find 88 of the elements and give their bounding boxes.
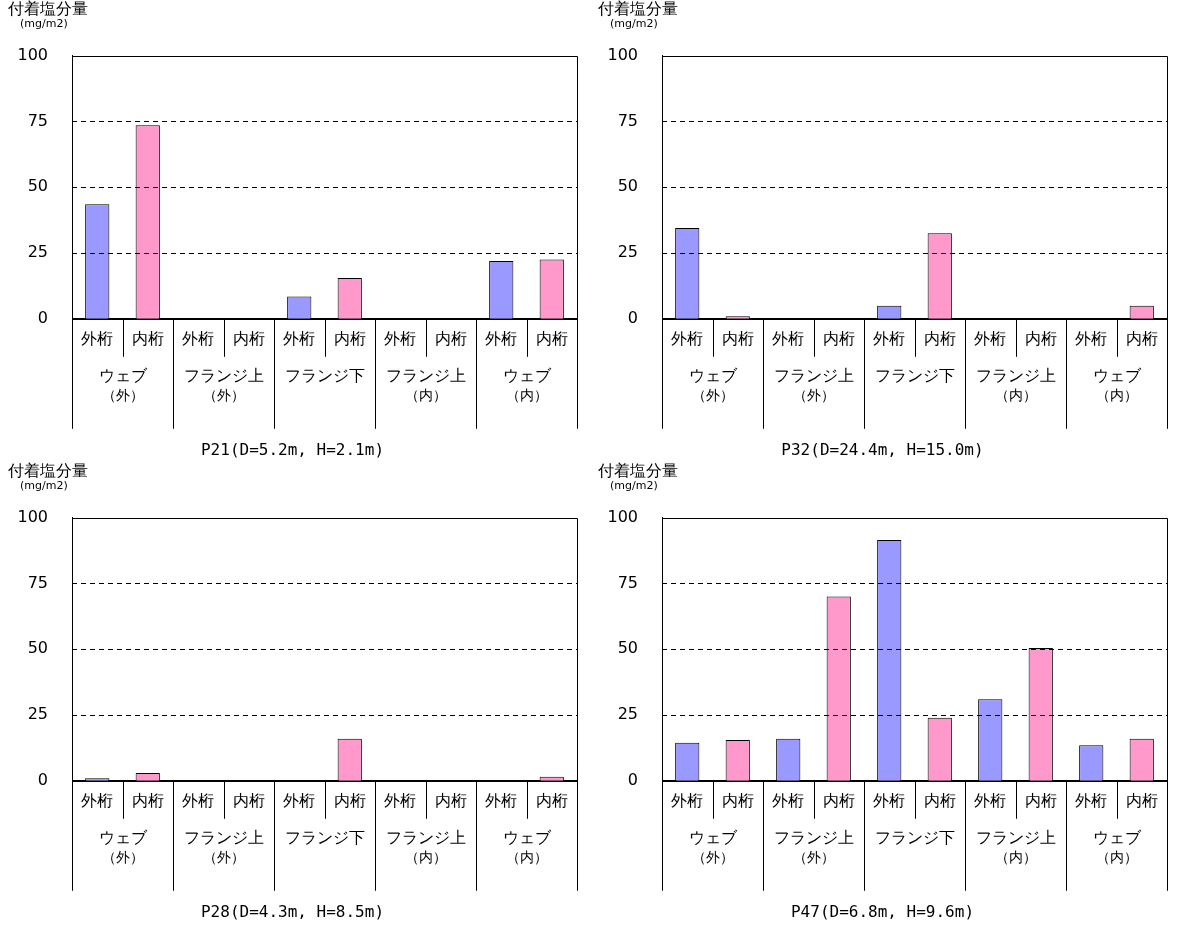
x-tick-label: 内桁 bbox=[721, 328, 754, 348]
y-tick-label: 75 bbox=[617, 110, 638, 130]
x-tick-label: 外桁 bbox=[81, 790, 114, 810]
text: フランジ下 bbox=[874, 365, 955, 385]
y-tick-label: 25 bbox=[27, 242, 48, 262]
x-tick-label: 外桁 bbox=[384, 328, 417, 348]
y-axis-title: 付着塩分量(mg/m2) bbox=[598, 0, 678, 30]
x-tick-label: 外桁 bbox=[671, 328, 704, 348]
x-tick-label: 内桁 bbox=[131, 790, 164, 810]
y-axis-title: 付着塩分量(mg/m2) bbox=[8, 461, 88, 492]
x-tick-label: 外桁 bbox=[772, 790, 805, 810]
text: ウェブ（内） bbox=[1092, 827, 1142, 866]
text: フランジ上（外） bbox=[183, 827, 264, 866]
y-tick-label: 75 bbox=[27, 572, 48, 592]
y-axis-title: 付着塩分量(mg/m2) bbox=[598, 461, 678, 492]
x-tick-label: 内桁 bbox=[923, 790, 956, 810]
text: ウェブ（内） bbox=[502, 827, 552, 866]
x-tick-label: 内桁 bbox=[333, 790, 366, 810]
text: フランジ下 bbox=[284, 365, 365, 385]
text: ウェブ（内） bbox=[1092, 365, 1142, 404]
x-tick-label: 外桁 bbox=[974, 328, 1007, 348]
x-tick-label: 内桁 bbox=[232, 790, 265, 810]
x-tick-label: 外桁 bbox=[671, 790, 704, 810]
x-tick-label: 内桁 bbox=[1125, 328, 1158, 348]
text: P32(D=24.4m, H=15.0m) bbox=[780, 440, 985, 459]
text: フランジ上（外） bbox=[773, 365, 854, 404]
text: フランジ上（内） bbox=[975, 827, 1056, 866]
x-tick-label: 内桁 bbox=[535, 790, 568, 810]
text: フランジ下 bbox=[284, 827, 365, 847]
x-tick-label: 内桁 bbox=[1024, 790, 1057, 810]
y-tick-label: 25 bbox=[617, 704, 638, 724]
y-tick-label: 50 bbox=[617, 638, 638, 658]
y-tick-label: 25 bbox=[27, 704, 48, 724]
x-tick-label: 内桁 bbox=[923, 328, 956, 348]
x-tick-label: 内桁 bbox=[232, 328, 265, 348]
y-tick-label: 75 bbox=[27, 110, 48, 130]
x-tick-label: 外桁 bbox=[283, 328, 316, 348]
y-tick-label: 0 bbox=[37, 307, 48, 327]
x-tick-label: 内桁 bbox=[822, 790, 855, 810]
y-tick-label: 0 bbox=[37, 769, 48, 789]
x-tick-label: 外桁 bbox=[1075, 790, 1108, 810]
text: P28(D=4.3m, H=8.5m) bbox=[200, 902, 385, 921]
x-tick-label: 内桁 bbox=[535, 328, 568, 348]
x-tick-label: 外桁 bbox=[485, 328, 518, 348]
x-tick-label: 外桁 bbox=[873, 328, 906, 348]
x-tick-label: 外桁 bbox=[974, 790, 1007, 810]
y-tick-label: 50 bbox=[27, 176, 48, 196]
x-tick-label: 外桁 bbox=[182, 328, 215, 348]
text: ウェブ（内） bbox=[502, 365, 552, 404]
text: ウェブ（外） bbox=[98, 827, 148, 866]
text: フランジ下 bbox=[874, 827, 955, 847]
x-tick-label: 内桁 bbox=[721, 790, 754, 810]
x-tick-label: 内桁 bbox=[1125, 790, 1158, 810]
y-tick-label: 100 bbox=[607, 44, 638, 64]
x-tick-label: 外桁 bbox=[283, 790, 316, 810]
y-tick-label: 25 bbox=[617, 242, 638, 262]
y-tick-label: 100 bbox=[607, 506, 638, 526]
x-tick-label: 外桁 bbox=[1075, 328, 1108, 348]
y-tick-label: 0 bbox=[627, 769, 638, 789]
x-tick-label: 内桁 bbox=[1024, 328, 1057, 348]
x-tick-label: 外桁 bbox=[81, 328, 114, 348]
x-tick-label: 内桁 bbox=[434, 328, 467, 348]
text: ウェブ（外） bbox=[688, 827, 738, 866]
y-tick-label: 100 bbox=[17, 506, 48, 526]
text: ウェブ（外） bbox=[98, 365, 148, 404]
x-tick-label: 外桁 bbox=[772, 328, 805, 348]
x-tick-label: 内桁 bbox=[131, 328, 164, 348]
text: P21(D=5.2m, H=2.1m) bbox=[200, 440, 385, 459]
x-tick-label: 内桁 bbox=[822, 328, 855, 348]
y-tick-label: 100 bbox=[17, 44, 48, 64]
text: フランジ上（内） bbox=[385, 365, 466, 404]
y-tick-label: 50 bbox=[617, 176, 638, 196]
text: フランジ上（内） bbox=[385, 827, 466, 866]
text: P47(D=6.8m, H=9.6m) bbox=[790, 902, 975, 921]
x-tick-label: 内桁 bbox=[333, 328, 366, 348]
y-tick-label: 0 bbox=[627, 307, 638, 327]
y-axis-title: 付着塩分量(mg/m2) bbox=[8, 0, 88, 30]
text: フランジ上（外） bbox=[773, 827, 854, 866]
x-tick-label: 外桁 bbox=[485, 790, 518, 810]
y-tick-label: 50 bbox=[27, 638, 48, 658]
x-tick-label: 外桁 bbox=[182, 790, 215, 810]
x-tick-label: 外桁 bbox=[384, 790, 417, 810]
y-tick-label: 75 bbox=[617, 572, 638, 592]
text: フランジ上（内） bbox=[975, 365, 1056, 404]
text: ウェブ（外） bbox=[688, 365, 738, 404]
text: フランジ上（外） bbox=[183, 365, 264, 404]
x-tick-label: 内桁 bbox=[434, 790, 467, 810]
x-tick-label: 外桁 bbox=[873, 790, 906, 810]
